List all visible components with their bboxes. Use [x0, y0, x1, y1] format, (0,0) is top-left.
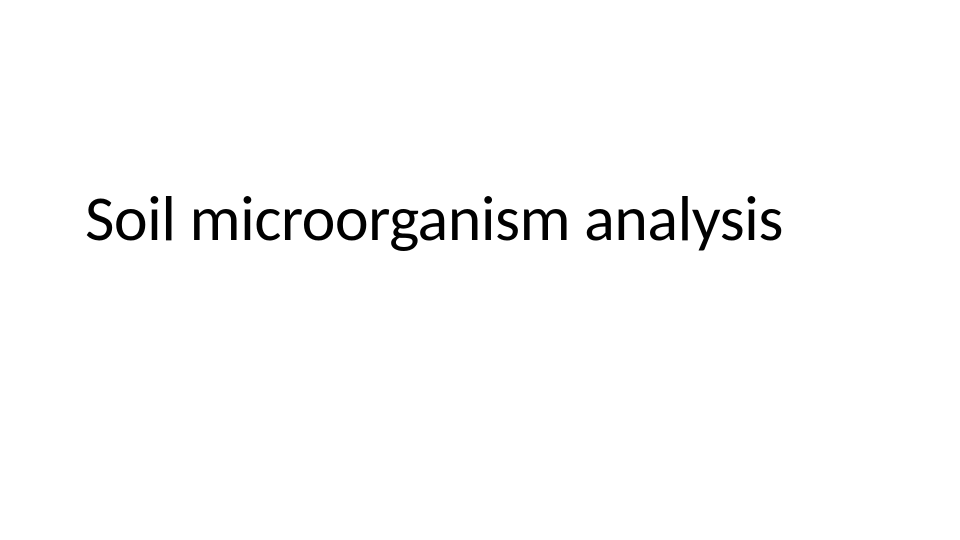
slide-title: Soil microorganism analysis	[85, 180, 783, 258]
slide-container: Soil microorganism analysis	[0, 0, 960, 540]
